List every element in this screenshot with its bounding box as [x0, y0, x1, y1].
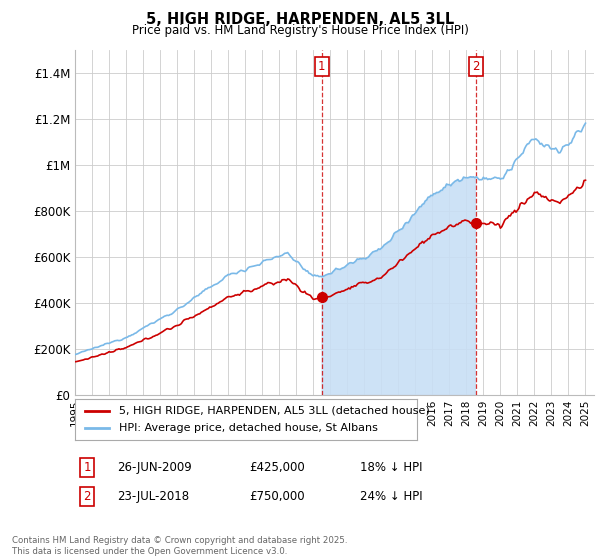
Text: Contains HM Land Registry data © Crown copyright and database right 2025.
This d: Contains HM Land Registry data © Crown c…	[12, 536, 347, 556]
Text: 1: 1	[318, 60, 325, 73]
Text: 24% ↓ HPI: 24% ↓ HPI	[360, 490, 422, 503]
Text: 18% ↓ HPI: 18% ↓ HPI	[360, 461, 422, 474]
Text: 2: 2	[472, 60, 479, 73]
Text: HPI: Average price, detached house, St Albans: HPI: Average price, detached house, St A…	[119, 423, 379, 433]
Text: £750,000: £750,000	[249, 490, 305, 503]
Text: £425,000: £425,000	[249, 461, 305, 474]
Text: 23-JUL-2018: 23-JUL-2018	[117, 490, 189, 503]
Text: 5, HIGH RIDGE, HARPENDEN, AL5 3LL (detached house): 5, HIGH RIDGE, HARPENDEN, AL5 3LL (detac…	[119, 405, 430, 416]
Text: Price paid vs. HM Land Registry's House Price Index (HPI): Price paid vs. HM Land Registry's House …	[131, 24, 469, 36]
Text: 2: 2	[83, 490, 91, 503]
Text: 5, HIGH RIDGE, HARPENDEN, AL5 3LL: 5, HIGH RIDGE, HARPENDEN, AL5 3LL	[146, 12, 454, 27]
Text: 1: 1	[83, 461, 91, 474]
Text: 26-JUN-2009: 26-JUN-2009	[117, 461, 192, 474]
